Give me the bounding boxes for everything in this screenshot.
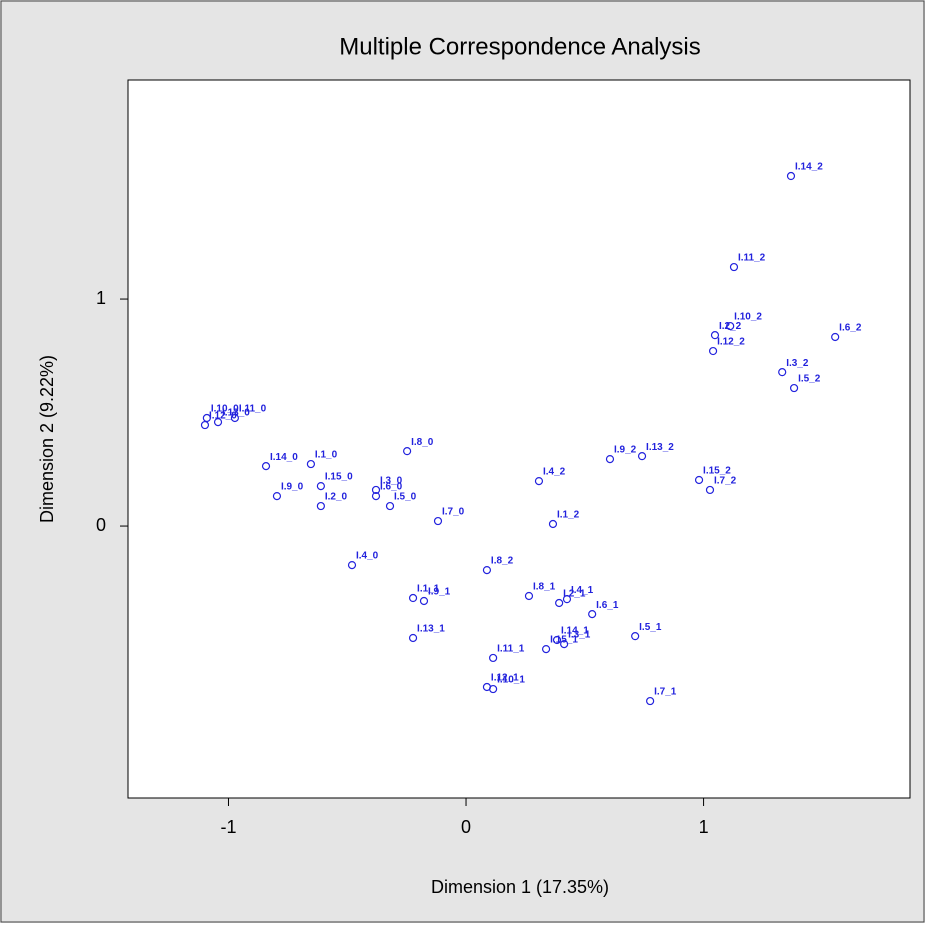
point (489, 684, 498, 694)
point-label: I.15_0 (325, 472, 353, 483)
point-label: I.10_0 (211, 404, 239, 415)
point-label: I.2_0 (325, 492, 348, 503)
point (385, 501, 395, 511)
point (548, 519, 558, 529)
point (708, 346, 718, 356)
point (408, 633, 418, 643)
point-label: I.11_1 (497, 644, 525, 655)
point (541, 644, 551, 654)
point (778, 368, 787, 377)
point (524, 591, 534, 601)
point-label: I.5_2 (798, 374, 821, 385)
point-label: I.1_0 (315, 450, 338, 461)
point (560, 639, 569, 649)
point-label: I.4_1 (571, 585, 594, 596)
point (482, 565, 492, 575)
point-label: I.11_0 (239, 404, 267, 415)
point (831, 332, 840, 342)
point (605, 454, 615, 464)
point (403, 447, 412, 456)
point (588, 610, 597, 619)
point-label: I.12_2 (717, 337, 745, 348)
point-label: I.15_2 (703, 466, 731, 477)
y-tick-label: 1 (96, 288, 106, 308)
point-label: I.15_1 (550, 635, 578, 646)
point-label: I.13_2 (646, 442, 674, 453)
point (789, 383, 799, 393)
point (646, 696, 655, 706)
chart-title: Multiple Correspondence Analysis (339, 33, 701, 60)
x-tick-label: 0 (461, 817, 471, 837)
point-label: I.6_2 (839, 323, 862, 334)
point (347, 560, 357, 570)
y-tick-label: 0 (96, 515, 106, 535)
point (555, 598, 564, 608)
point (433, 516, 443, 526)
point (306, 459, 316, 469)
point-label: I.5_1 (639, 622, 662, 633)
point-label: I.1_2 (557, 510, 580, 521)
point-label: I.3_1 (568, 630, 591, 641)
point-label: I.14_0 (270, 452, 298, 463)
point-label: I.10_2 (734, 312, 762, 323)
point-label: I.13_0 (222, 408, 250, 419)
point (552, 635, 562, 645)
point-label: I.4_2 (543, 467, 566, 478)
point (786, 171, 796, 181)
point-label: I.6_0 (380, 482, 403, 493)
point-label: I.2_1 (563, 589, 586, 600)
point-label: I.11_2 (738, 253, 766, 264)
point (408, 593, 418, 603)
point-label: I.2_2 (719, 321, 742, 332)
point-label: I.3_0 (380, 476, 403, 487)
point-label: I.6_1 (596, 600, 619, 611)
y-axis-label: Dimension 2 (9.22%) (37, 355, 57, 523)
point-label: I.7_2 (714, 476, 737, 487)
point (729, 262, 739, 272)
point (230, 413, 239, 423)
point-label: I.13_1 (417, 624, 445, 635)
point-label: I.3_2 (786, 358, 809, 369)
point-label: I.12_1 (491, 673, 519, 684)
point-label: I.14_1 (561, 626, 589, 637)
x-axis-label: Dimension 1 (17.35%) (431, 877, 609, 897)
point-label: I.14_2 (795, 162, 823, 173)
point-label: I.9_2 (614, 445, 637, 456)
point (261, 462, 271, 471)
point-label: I.8_1 (533, 582, 556, 593)
point (316, 482, 325, 491)
point (213, 417, 223, 427)
point (694, 475, 704, 485)
point (489, 653, 498, 663)
point-label: I.5_0 (394, 492, 417, 503)
point (631, 632, 640, 641)
point-label: I.1_1 (417, 584, 440, 595)
point-label: I.8_0 (411, 437, 434, 448)
point (562, 595, 572, 604)
point-label: I.7_0 (442, 507, 465, 518)
point (419, 596, 429, 606)
point (200, 420, 210, 430)
point-label: I.7_1 (654, 687, 677, 698)
point-label: I.10_1 (497, 675, 525, 686)
point (637, 452, 647, 461)
point (272, 491, 282, 501)
x-tick-label: -1 (220, 817, 236, 837)
plot-area (127, 79, 911, 799)
point (371, 491, 381, 501)
point-label: I.9_0 (281, 482, 304, 493)
point (534, 477, 544, 486)
x-tick-label: 1 (699, 817, 709, 837)
point-label: I.4_0 (356, 551, 379, 562)
point-label: I.12_0 (209, 411, 237, 422)
point (726, 321, 735, 331)
point (705, 485, 715, 495)
point-label: I.8_2 (491, 556, 514, 567)
point (316, 501, 325, 511)
point (371, 485, 381, 495)
point-label: I.9_1 (428, 587, 451, 598)
point (710, 331, 720, 340)
